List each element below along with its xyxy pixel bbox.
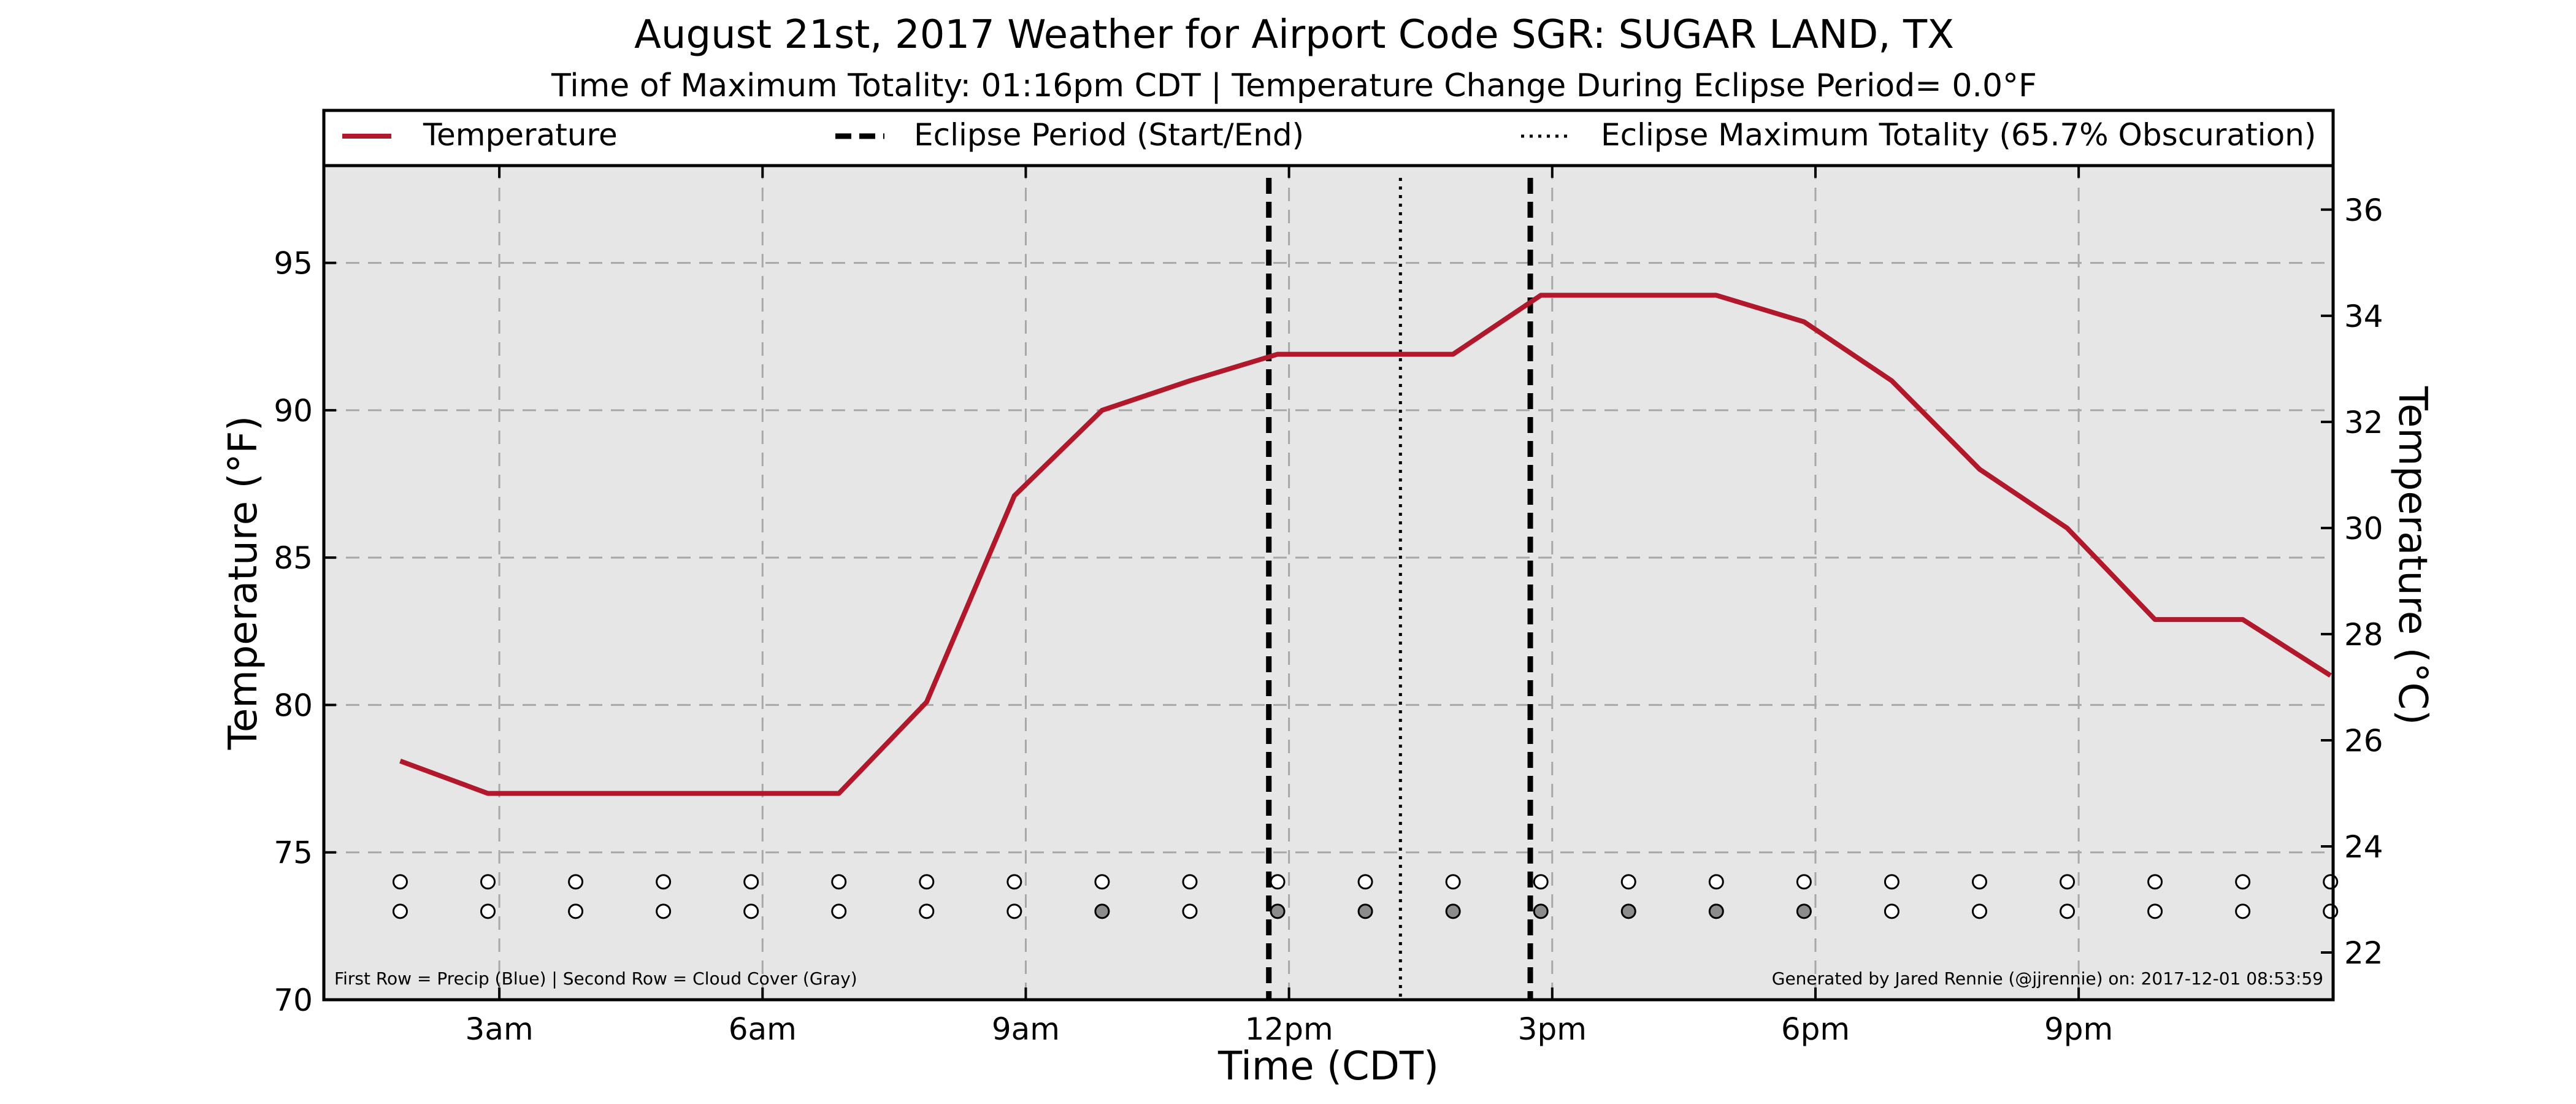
grid-lines bbox=[324, 166, 2333, 1000]
precip-marker bbox=[1094, 874, 1110, 890]
precip-marker bbox=[1620, 874, 1636, 890]
x-axis-label: Time (CDT) bbox=[1217, 1044, 1439, 1089]
precip-marker bbox=[568, 874, 584, 890]
precip-marker bbox=[1796, 874, 1812, 890]
precip-marker bbox=[1708, 874, 1724, 890]
cloud-cover-marker bbox=[656, 903, 672, 919]
cloud-cover-marker bbox=[2060, 903, 2076, 919]
precip-marker bbox=[1445, 874, 1461, 890]
cloud-cover-marker bbox=[1445, 903, 1461, 919]
cloud-cover-marker bbox=[2323, 903, 2339, 919]
cloud-cover-marker bbox=[480, 903, 496, 919]
precip-marker bbox=[2147, 874, 2163, 890]
legend-eclipse-max-label: Eclipse Maximum Totality (65.7% Obscurat… bbox=[1601, 117, 2316, 153]
precip-marker bbox=[2323, 874, 2339, 890]
x-axis-ticks: 3am 6am 9am 12pm 3pm 6pm 9pm bbox=[466, 166, 2113, 1047]
x-tick-label: 3pm bbox=[1518, 1011, 1587, 1047]
precip-cloud-markers bbox=[392, 874, 2339, 919]
cloud-cover-marker bbox=[919, 903, 935, 919]
y-tick-label: 90 bbox=[274, 393, 313, 429]
y2-tick-label: 24 bbox=[2344, 829, 2383, 865]
y-axis-ticks-celsius: 22 24 26 28 30 32 34 36 bbox=[2321, 193, 2383, 971]
x-tick-label: 9am bbox=[992, 1011, 1060, 1047]
precip-marker bbox=[743, 874, 759, 890]
cloud-cover-marker bbox=[831, 903, 847, 919]
y-axis-label-fahrenheit: Temperature (°F) bbox=[221, 416, 266, 751]
cloud-cover-marker bbox=[1182, 903, 1198, 919]
precip-marker bbox=[831, 874, 847, 890]
x-tick-label: 6am bbox=[729, 1011, 797, 1047]
temperature-line bbox=[399, 293, 2332, 796]
precip-marker bbox=[1006, 874, 1022, 890]
precip-marker bbox=[2060, 874, 2076, 890]
y2-tick-label: 26 bbox=[2344, 723, 2383, 759]
precip-marker bbox=[656, 874, 672, 890]
precip-marker bbox=[480, 874, 496, 890]
cloud-cover-marker bbox=[2147, 903, 2163, 919]
y2-tick-label: 30 bbox=[2344, 511, 2383, 546]
x-tick-label: 3am bbox=[466, 1011, 534, 1047]
legend-eclipse-period-label: Eclipse Period (Start/End) bbox=[914, 117, 1304, 153]
chart-subtitle: Time of Maximum Totality: 01:16pm CDT | … bbox=[551, 67, 2037, 104]
cloud-cover-marker bbox=[1620, 903, 1636, 919]
x-tick-label: 12pm bbox=[1245, 1011, 1333, 1047]
precip-marker bbox=[1971, 874, 1987, 890]
y-tick-label: 75 bbox=[274, 835, 313, 871]
temperature-series bbox=[399, 293, 2332, 796]
precip-marker bbox=[919, 874, 935, 890]
footnote-right: Generated by Jared Rennie (@jjrennie) on… bbox=[1772, 968, 2323, 989]
precip-marker bbox=[1270, 874, 1286, 890]
y-tick-label: 95 bbox=[274, 246, 313, 282]
cloud-cover-marker bbox=[1971, 903, 1987, 919]
y-tick-label: 70 bbox=[274, 983, 313, 1018]
y2-tick-label: 22 bbox=[2344, 935, 2383, 971]
cloud-cover-marker bbox=[568, 903, 584, 919]
y-tick-label: 80 bbox=[274, 688, 313, 723]
cloud-cover-marker bbox=[1884, 903, 1899, 919]
cloud-cover-marker bbox=[1533, 903, 1549, 919]
cloud-cover-marker bbox=[2235, 903, 2251, 919]
chart-title: August 21st, 2017 Weather for Airport Co… bbox=[634, 12, 1954, 58]
legend: Temperature Eclipse Period (Start/End) E… bbox=[322, 109, 2335, 167]
plot-area-background bbox=[324, 166, 2333, 1000]
cloud-cover-marker bbox=[1006, 903, 1022, 919]
legend-frame bbox=[322, 109, 2335, 167]
x-tick-label: 6pm bbox=[1781, 1011, 1850, 1047]
cloud-cover-marker bbox=[1094, 903, 1110, 919]
precip-marker bbox=[1357, 874, 1373, 890]
precip-marker bbox=[392, 874, 408, 890]
cloud-cover-marker bbox=[1270, 903, 1286, 919]
footnote-left: First Row = Precip (Blue) | Second Row =… bbox=[334, 968, 857, 989]
cloud-cover-marker bbox=[1357, 903, 1373, 919]
cloud-cover-marker bbox=[743, 903, 759, 919]
legend-temperature-label: Temperature bbox=[423, 117, 618, 153]
y2-tick-label: 36 bbox=[2344, 193, 2383, 228]
eclipse-lines bbox=[1266, 178, 1533, 1000]
y2-tick-label: 32 bbox=[2344, 405, 2383, 440]
precip-marker bbox=[2235, 874, 2251, 890]
x-tick-label: 9pm bbox=[2044, 1011, 2113, 1047]
cloud-cover-marker bbox=[392, 903, 408, 919]
y-axis-ticks-fahrenheit: 70 75 80 85 90 95 bbox=[274, 246, 336, 1018]
y2-tick-label: 28 bbox=[2344, 617, 2383, 653]
cloud-cover-marker bbox=[1708, 903, 1724, 919]
precip-marker bbox=[1884, 874, 1899, 890]
precip-marker bbox=[1533, 874, 1549, 890]
y2-tick-label: 34 bbox=[2344, 299, 2383, 334]
y-axis-label-celsius: Temperature (°C) bbox=[2390, 386, 2435, 725]
precip-marker bbox=[1182, 874, 1198, 890]
y-tick-label: 85 bbox=[274, 540, 313, 576]
cloud-cover-marker bbox=[1796, 903, 1812, 919]
